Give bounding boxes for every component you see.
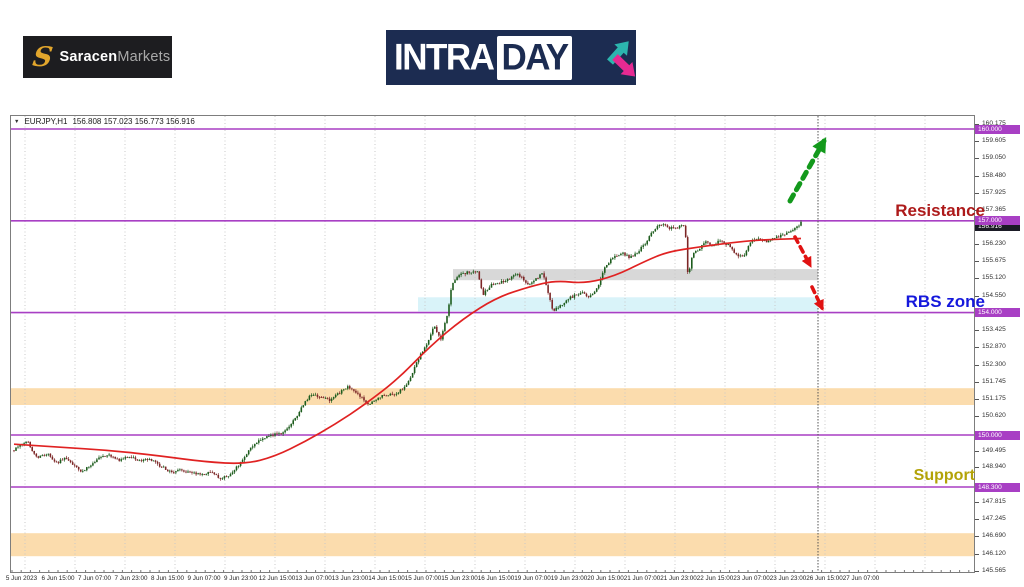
bearish-candles [13, 223, 786, 481]
x-axis-tick-label: 13 Jun 07:00 [295, 575, 332, 582]
x-axis-tick-label: 22 Jun 15:00 [696, 575, 734, 582]
saracen-brand-light: Markets [117, 49, 171, 65]
x-axis-tick-label: 21 Jun 23:00 [660, 575, 697, 582]
bullish-candles [15, 220, 802, 481]
x-axis-tick-label: 9 Jun 07:00 [187, 575, 221, 582]
y-axis-tick-label: 147.245 [982, 515, 1006, 523]
y-axis-tick-label: 149.495 [982, 446, 1006, 454]
x-axis-tick-label: 6 Jun 15:00 [41, 575, 75, 582]
price-axis[interactable]: 160.175 159.605 159.050 158.480 157.925 157.3… [975, 115, 1024, 575]
y-axis-tick-label: 155.120 [982, 274, 1006, 282]
x-axis-tick-label: 21 Jun 07:00 [623, 575, 661, 582]
x-axis-tick-label: 27 Jun 07:00 [842, 575, 880, 582]
level-price-label: 160.000 [975, 124, 1020, 134]
intraday-arrows-icon [607, 41, 636, 77]
time-axis[interactable]: 5 Jun 2023 6 Jun 15:00 7 Jun 07:00 7 Jun 23… [6, 575, 1024, 587]
y-axis-tick-label: 158.480 [982, 171, 1006, 179]
ohlc-values: 156.808 157.023 156.773 156.916 [72, 117, 195, 126]
x-axis-tick-label: 16 Jun 15:00 [477, 575, 515, 582]
y-axis-tick-label: 159.050 [982, 154, 1006, 162]
level-price-label: 150.000 [975, 430, 1020, 440]
y-axis-tick-label: 152.300 [982, 360, 1006, 368]
intraday-logo: INTRA DAY [386, 30, 636, 85]
y-axis-tick-label: 160.175 [982, 119, 1006, 127]
x-axis-tick-label: 8 Jun 15:00 [151, 575, 184, 582]
y-axis-tick-label: 151.175 [982, 395, 1006, 402]
y-axis-tick-label: 152.870 [982, 343, 1006, 351]
saracen-brand-text: SaracenMarkets [60, 49, 171, 65]
symbol-timeframe-label: EURJPY,H1 [24, 117, 68, 126]
chart-border [10, 115, 975, 573]
gray-consolidation-zone [453, 269, 818, 281]
y-axis-tick-label: 151.745 [982, 377, 1006, 385]
chart-plot-canvas[interactable] [10, 115, 975, 573]
demand-band-lower [10, 533, 975, 557]
x-axis-tick-label: 20 Jun 15:00 [587, 575, 624, 582]
arrow-rejection-down-1 [793, 235, 812, 268]
y-axis-tick-label: 150.620 [982, 412, 1006, 419]
x-axis-tick-label: 14 Jun 15:00 [368, 575, 405, 582]
x-axis-tick-label: 19 Jun 07:00 [514, 575, 551, 582]
x-axis-tick-label: 7 Jun 23:00 [114, 575, 148, 582]
x-axis-tick-label: 23 Jun 23:00 [769, 575, 807, 582]
y-axis-tick-label: 148.940 [982, 463, 1006, 471]
level-price-label: 157.000 [975, 216, 1020, 226]
y-axis-tick-label: 154.550 [982, 291, 1006, 299]
x-axis-tick-label: 26 Jun 15:00 [806, 575, 843, 582]
y-axis-tick-label: 155.675 [982, 257, 1006, 265]
arrow-rejection-down-2 [810, 285, 824, 311]
y-axis-tick-label: 147.815 [982, 497, 1006, 505]
y-axis-tick-label: 146.690 [982, 532, 1006, 540]
rbs-zone-band [418, 297, 818, 312]
x-axis-tick-label: 23 Jun 07:00 [733, 575, 770, 582]
y-axis-tick-label: 153.425 [982, 326, 1006, 334]
chart-info-bar: ▼ EURJPY,H1 156.808 157.023 156.773 156.… [14, 117, 195, 126]
saracen-brand-bold: Saracen [59, 49, 118, 65]
arrow-projection-up [787, 137, 827, 204]
y-axis-tick-label: 157.365 [982, 205, 1006, 213]
symbol-dropdown-icon[interactable]: ▼ [14, 118, 20, 125]
saracen-markets-logo: S SaracenMarkets [23, 36, 172, 78]
y-axis-tick-label: 157.925 [982, 188, 1006, 196]
intraday-text-day: DAY [497, 35, 572, 80]
x-axis-tick-label: 7 Jun 07:00 [78, 575, 111, 582]
saracen-s-icon: S [30, 41, 55, 73]
x-axis-tick-label: 9 Jun 23:00 [224, 575, 257, 582]
level-price-label: 154.000 [975, 308, 1020, 318]
level-price-label: 148.300 [975, 482, 1020, 492]
y-axis-tick-label: 156.230 [982, 240, 1006, 248]
x-axis-tick-label: 13 Jun 23:00 [331, 575, 369, 582]
intraday-text-intra: INTRA [394, 36, 495, 78]
x-axis-tick-label: 12 Jun 15:00 [258, 575, 296, 582]
supply-band-upper [10, 388, 975, 405]
y-axis-tick-label: 146.120 [982, 549, 1006, 557]
y-axis-tick-label: 159.605 [982, 137, 1006, 145]
x-axis-tick-label: 15 Jun 07:00 [404, 575, 442, 582]
y-axis-tick-label: 145.565 [982, 566, 1006, 574]
moving-average-line [13, 237, 802, 465]
current-price-label: 156.916 [975, 222, 1020, 232]
x-axis-tick-label: 5 Jun 2023 [5, 575, 38, 582]
x-axis-tick-label: 19 Jun 23:00 [550, 575, 588, 582]
x-axis-tick-label: 15 Jun 23:00 [441, 575, 478, 582]
